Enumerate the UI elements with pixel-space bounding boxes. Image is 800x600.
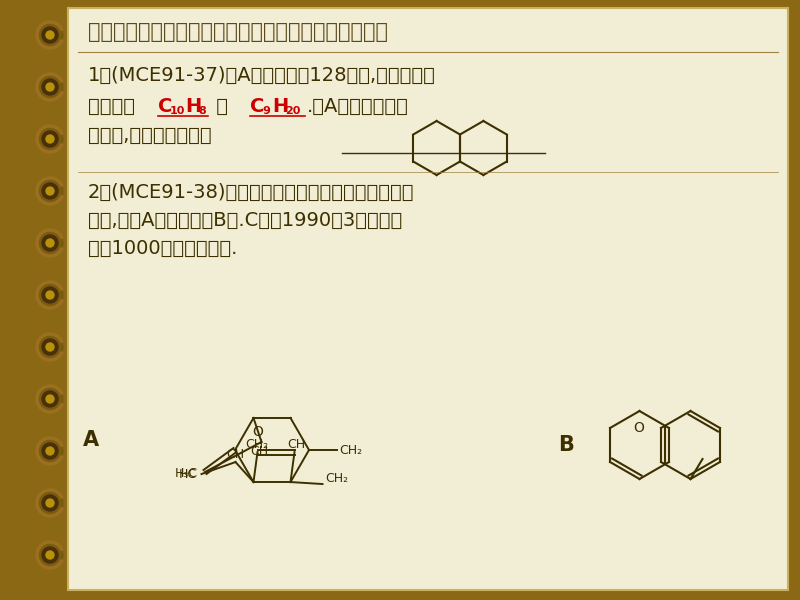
Text: 20: 20 — [285, 106, 300, 116]
Text: CH: CH — [250, 445, 269, 458]
Text: B: B — [558, 435, 574, 455]
Circle shape — [42, 183, 58, 199]
Circle shape — [46, 135, 54, 143]
Text: CH₂: CH₂ — [339, 443, 362, 457]
Text: 9: 9 — [262, 106, 270, 116]
Text: 简化,例如A式可简写为B式.C式是1990年3公开报道: 简化,例如A式可简写为B式.C式是1990年3公开报道 — [88, 211, 402, 229]
Text: CH: CH — [287, 437, 306, 451]
Circle shape — [42, 131, 58, 147]
Circle shape — [42, 287, 58, 303]
Circle shape — [37, 386, 63, 412]
Circle shape — [42, 547, 58, 563]
Circle shape — [42, 495, 58, 511]
Text: CH₂: CH₂ — [325, 472, 348, 485]
Text: 一、有机化学基础知识（重点是同系物和同分异构体）: 一、有机化学基础知识（重点是同系物和同分异构体） — [88, 22, 388, 42]
Circle shape — [37, 22, 63, 48]
Text: O: O — [252, 425, 263, 439]
Circle shape — [46, 239, 54, 247]
Text: A: A — [83, 430, 99, 450]
Text: 10: 10 — [170, 106, 186, 116]
Circle shape — [42, 235, 58, 251]
Circle shape — [46, 187, 54, 195]
Circle shape — [37, 74, 63, 100]
Text: 的第1000万种新化合物.: 的第1000万种新化合物. — [88, 238, 238, 257]
Circle shape — [46, 499, 54, 507]
Circle shape — [42, 79, 58, 95]
Circle shape — [37, 230, 63, 256]
Circle shape — [37, 178, 63, 204]
Circle shape — [42, 339, 58, 355]
Circle shape — [37, 334, 63, 360]
Circle shape — [46, 343, 54, 351]
Circle shape — [46, 447, 54, 455]
Text: 1、(MCE91-37)若A是分子量为128的烃,则其分子式: 1、(MCE91-37)若A是分子量为128的烃,则其分子式 — [88, 65, 436, 85]
Circle shape — [46, 31, 54, 39]
Text: 只可能是: 只可能是 — [88, 97, 142, 115]
Text: O: O — [633, 421, 644, 435]
Circle shape — [46, 291, 54, 299]
Text: HC: HC — [179, 469, 197, 481]
Text: .若A是易升华的片: .若A是易升华的片 — [307, 97, 409, 115]
Text: 8: 8 — [198, 106, 206, 116]
Circle shape — [42, 27, 58, 43]
Circle shape — [37, 438, 63, 464]
Text: CH₂: CH₂ — [245, 437, 268, 451]
Text: CH: CH — [226, 448, 245, 461]
Text: C: C — [250, 97, 264, 115]
FancyBboxPatch shape — [68, 8, 788, 590]
Text: 2、(MCE91-38)有机环状化合物的结构简式可进一步: 2、(MCE91-38)有机环状化合物的结构简式可进一步 — [88, 182, 414, 202]
Text: H: H — [272, 97, 288, 115]
Text: 或: 或 — [210, 97, 234, 115]
Text: H: H — [185, 97, 202, 115]
Circle shape — [46, 83, 54, 91]
Text: H₃C: H₃C — [174, 467, 198, 479]
Circle shape — [37, 126, 63, 152]
Text: C: C — [158, 97, 172, 115]
Circle shape — [46, 395, 54, 403]
Circle shape — [42, 443, 58, 459]
Circle shape — [42, 391, 58, 407]
Text: 状晶体,则其结构简式为: 状晶体,则其结构简式为 — [88, 125, 212, 145]
Circle shape — [37, 490, 63, 516]
Circle shape — [37, 542, 63, 568]
Circle shape — [37, 282, 63, 308]
Circle shape — [46, 551, 54, 559]
